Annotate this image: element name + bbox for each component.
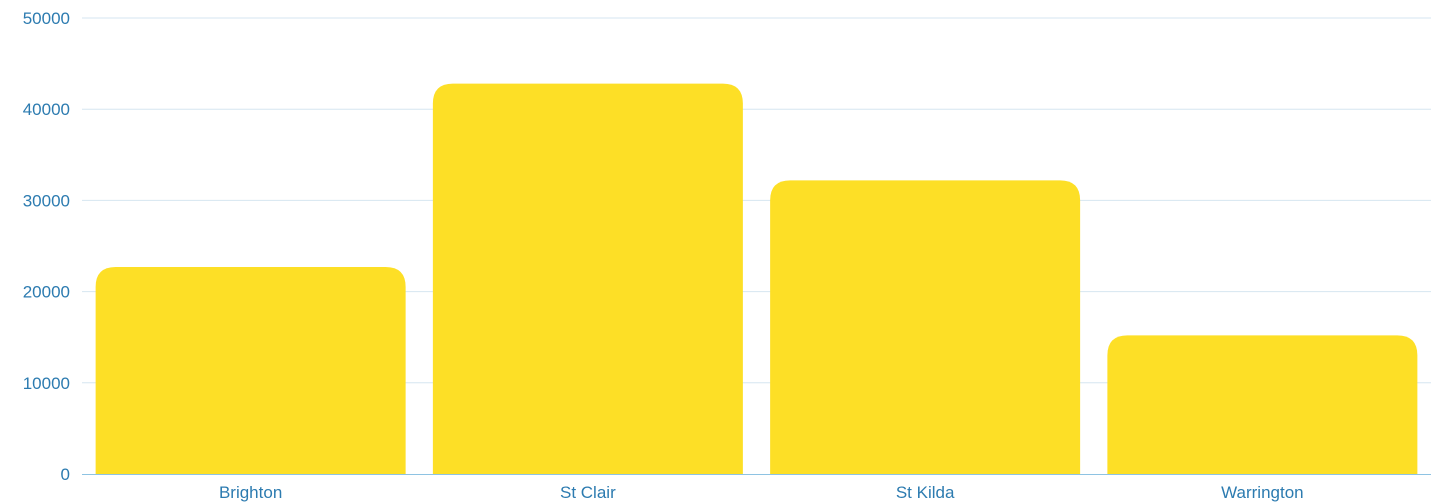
y-tick-label: 0 xyxy=(61,465,70,484)
y-tick-label: 50000 xyxy=(23,9,70,28)
y-tick-label: 40000 xyxy=(23,100,70,119)
bars xyxy=(95,83,1418,474)
y-tick-label: 10000 xyxy=(23,374,70,393)
bar-warrington[interactable] xyxy=(1107,335,1418,474)
x-axis-labels: Brighton St Clair St Kilda Warrington xyxy=(219,483,1304,502)
y-tick-label: 20000 xyxy=(23,283,70,302)
x-tick-label: St Kilda xyxy=(896,483,955,502)
y-axis-ticks: 0 10000 20000 30000 40000 50000 xyxy=(23,9,70,484)
y-tick-label: 30000 xyxy=(23,191,70,210)
x-tick-label: Brighton xyxy=(219,483,282,502)
bar-st-kilda[interactable] xyxy=(770,180,1081,474)
x-tick-label: Warrington xyxy=(1221,483,1304,502)
bar-brighton[interactable] xyxy=(95,266,406,474)
x-tick-label: St Clair xyxy=(560,483,616,502)
bar-st-clair[interactable] xyxy=(432,83,743,474)
